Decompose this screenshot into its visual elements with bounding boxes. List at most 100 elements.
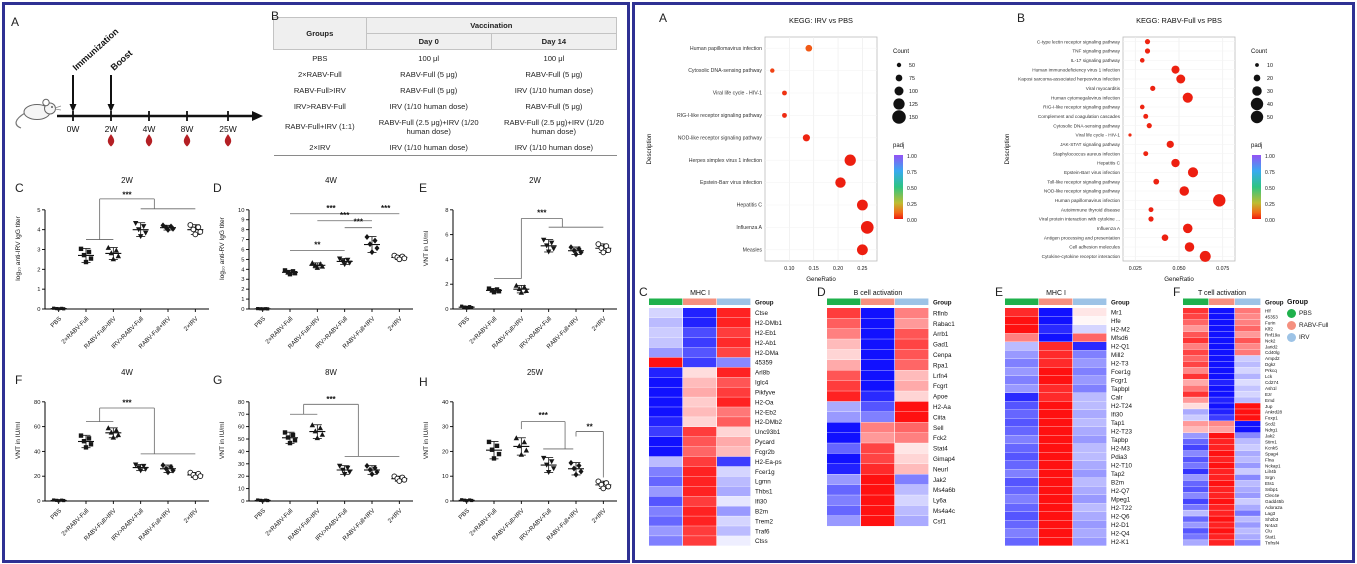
group-annotation-cell [1209, 298, 1235, 305]
heatmap-cell [895, 495, 929, 506]
heatmap-cell [1073, 427, 1107, 436]
heatmap-cell [1235, 474, 1261, 481]
heatmap-cell [1005, 359, 1039, 368]
count-legend-value: 40 [1267, 102, 1273, 108]
table-header-groups: Groups [273, 17, 367, 50]
dotplot-svg-dp-A: KEGG: IRV vs PBS 0.10 0.15 0.20 0.25 GeneRati… [646, 16, 918, 283]
y-axis-label: Description [1004, 133, 1011, 165]
x-axis-label: GeneRatio [806, 276, 836, 283]
y-tick-label: 10 [238, 487, 244, 493]
heatmap-cell [649, 347, 683, 358]
heatmap-cell [827, 474, 861, 485]
significance-stars: ** [587, 422, 594, 431]
pathway-dot [770, 68, 775, 73]
heatmap-cell [649, 466, 683, 477]
heatmap-cell [861, 505, 895, 516]
heatmap-cell [649, 417, 683, 427]
gene-label: Clec4e [1265, 493, 1280, 498]
heatmap-cell [1073, 401, 1107, 410]
gene-label: Stat1 [1265, 535, 1276, 540]
heatmap-cell [1183, 325, 1209, 332]
heatmap-cell [1209, 319, 1235, 326]
heatmap-cell [861, 484, 895, 495]
heatmap-cell [827, 349, 861, 360]
heatmap-cell [1183, 391, 1209, 397]
heatmap-cell [1073, 325, 1107, 334]
y-tick-label: 20 [34, 474, 40, 480]
heatmap-cell [1209, 391, 1235, 397]
y-tick-label: 7 [241, 238, 244, 244]
heatmap-cell [1209, 403, 1235, 409]
gene-label: Gadd45b [1265, 499, 1284, 504]
heatmap-cell [1039, 486, 1073, 495]
gene-label: Rpa1 [933, 362, 949, 369]
panel-letter-E: E [419, 181, 428, 195]
heatmap-cell [1235, 450, 1261, 457]
heatmap-cell [683, 347, 717, 358]
pathway-dot [805, 44, 813, 52]
mouse-icon [15, 98, 62, 129]
pathway-dot [1148, 207, 1154, 213]
x-category-label: PBS [457, 507, 471, 521]
heatmap-cell [1005, 308, 1039, 317]
count-legend-value: 50 [909, 63, 915, 69]
x-tick-label: 0.20 [833, 266, 843, 272]
gene-label: Ctse [755, 310, 768, 317]
table-subheader-day0: Day 0 [365, 33, 492, 50]
gene-label: Foxp1 [1265, 416, 1278, 421]
heatmap-cell [1039, 478, 1073, 487]
gene-label: Klf2 [1265, 326, 1273, 331]
gene-label: 45359 [755, 360, 773, 367]
panel-letter-D: D [213, 181, 222, 195]
panel-letter-B2: B [1017, 11, 1026, 25]
heatmap-cell [717, 387, 751, 397]
table-subheader-day14: Day 14 [490, 33, 618, 50]
pathway-label: Hepatitis C [1097, 161, 1121, 166]
y-tick-label: 2 [37, 267, 40, 273]
heatmap-cell [861, 464, 895, 475]
gene-label: H2-Ab1 [755, 340, 777, 347]
heatmap-cell [717, 327, 751, 338]
heatmap-cell [1073, 495, 1107, 504]
heatmap-cell [1235, 486, 1261, 493]
heatmap-cell [861, 349, 895, 360]
heatmap-cell [1005, 393, 1039, 402]
group-annotation-cell [827, 298, 861, 305]
heatmap-cell [1183, 462, 1209, 469]
pathway-dot [1213, 194, 1226, 207]
gene-label: Prkcq [1265, 368, 1277, 373]
heatmap-cell [1005, 401, 1039, 410]
heatmap-cell [1073, 393, 1107, 402]
heatmap-cell [1005, 469, 1039, 478]
table-cell: IRV (1/10 human dose) [389, 142, 468, 152]
heatmap-cell [1073, 316, 1107, 325]
heatmap-cell [895, 505, 929, 516]
heatmap-cell [1073, 478, 1107, 487]
gene-label: Nckap1 [1265, 463, 1281, 468]
x-category-label: PBS [49, 315, 63, 329]
dotplot-title: KEGG: RABV-Full vs PBS [1136, 16, 1222, 25]
y-axis-label: log₁₀ anti-RV IgG titer [219, 216, 226, 280]
heatmap-title: MHC I [690, 290, 710, 297]
timeline-arrowhead [252, 111, 263, 121]
heatmap-cell [683, 436, 717, 447]
scatter-plot-4w-vnt: 0 20 40 60 80 4W VNT in IU/ml PBS 2×RABV-Full RAB… [13, 367, 213, 558]
heatmap-cell [827, 391, 861, 402]
pathway-dot [1182, 223, 1193, 234]
pathway-label: Influenza A [1097, 226, 1121, 231]
pathway-dot [860, 221, 874, 234]
pathway-label: NOD-like receptor signaling pathway [678, 135, 763, 141]
x-category-label: PBS [253, 315, 267, 329]
heatmap-cell [683, 496, 717, 506]
significance-stars: *** [340, 211, 350, 220]
heatmap-cell [1005, 529, 1039, 538]
heatmap-cell [1183, 331, 1209, 338]
panel-letter-C2: C [639, 285, 648, 299]
y-axis-label: VNT in IU/ml [423, 421, 430, 459]
y-tick-label: 6 [445, 233, 448, 239]
heatmap-cell [1039, 444, 1073, 453]
heatmap-cell [717, 536, 751, 546]
gene-label: H2-D1 [1111, 522, 1130, 529]
y-tick-label: 8 [445, 208, 448, 214]
